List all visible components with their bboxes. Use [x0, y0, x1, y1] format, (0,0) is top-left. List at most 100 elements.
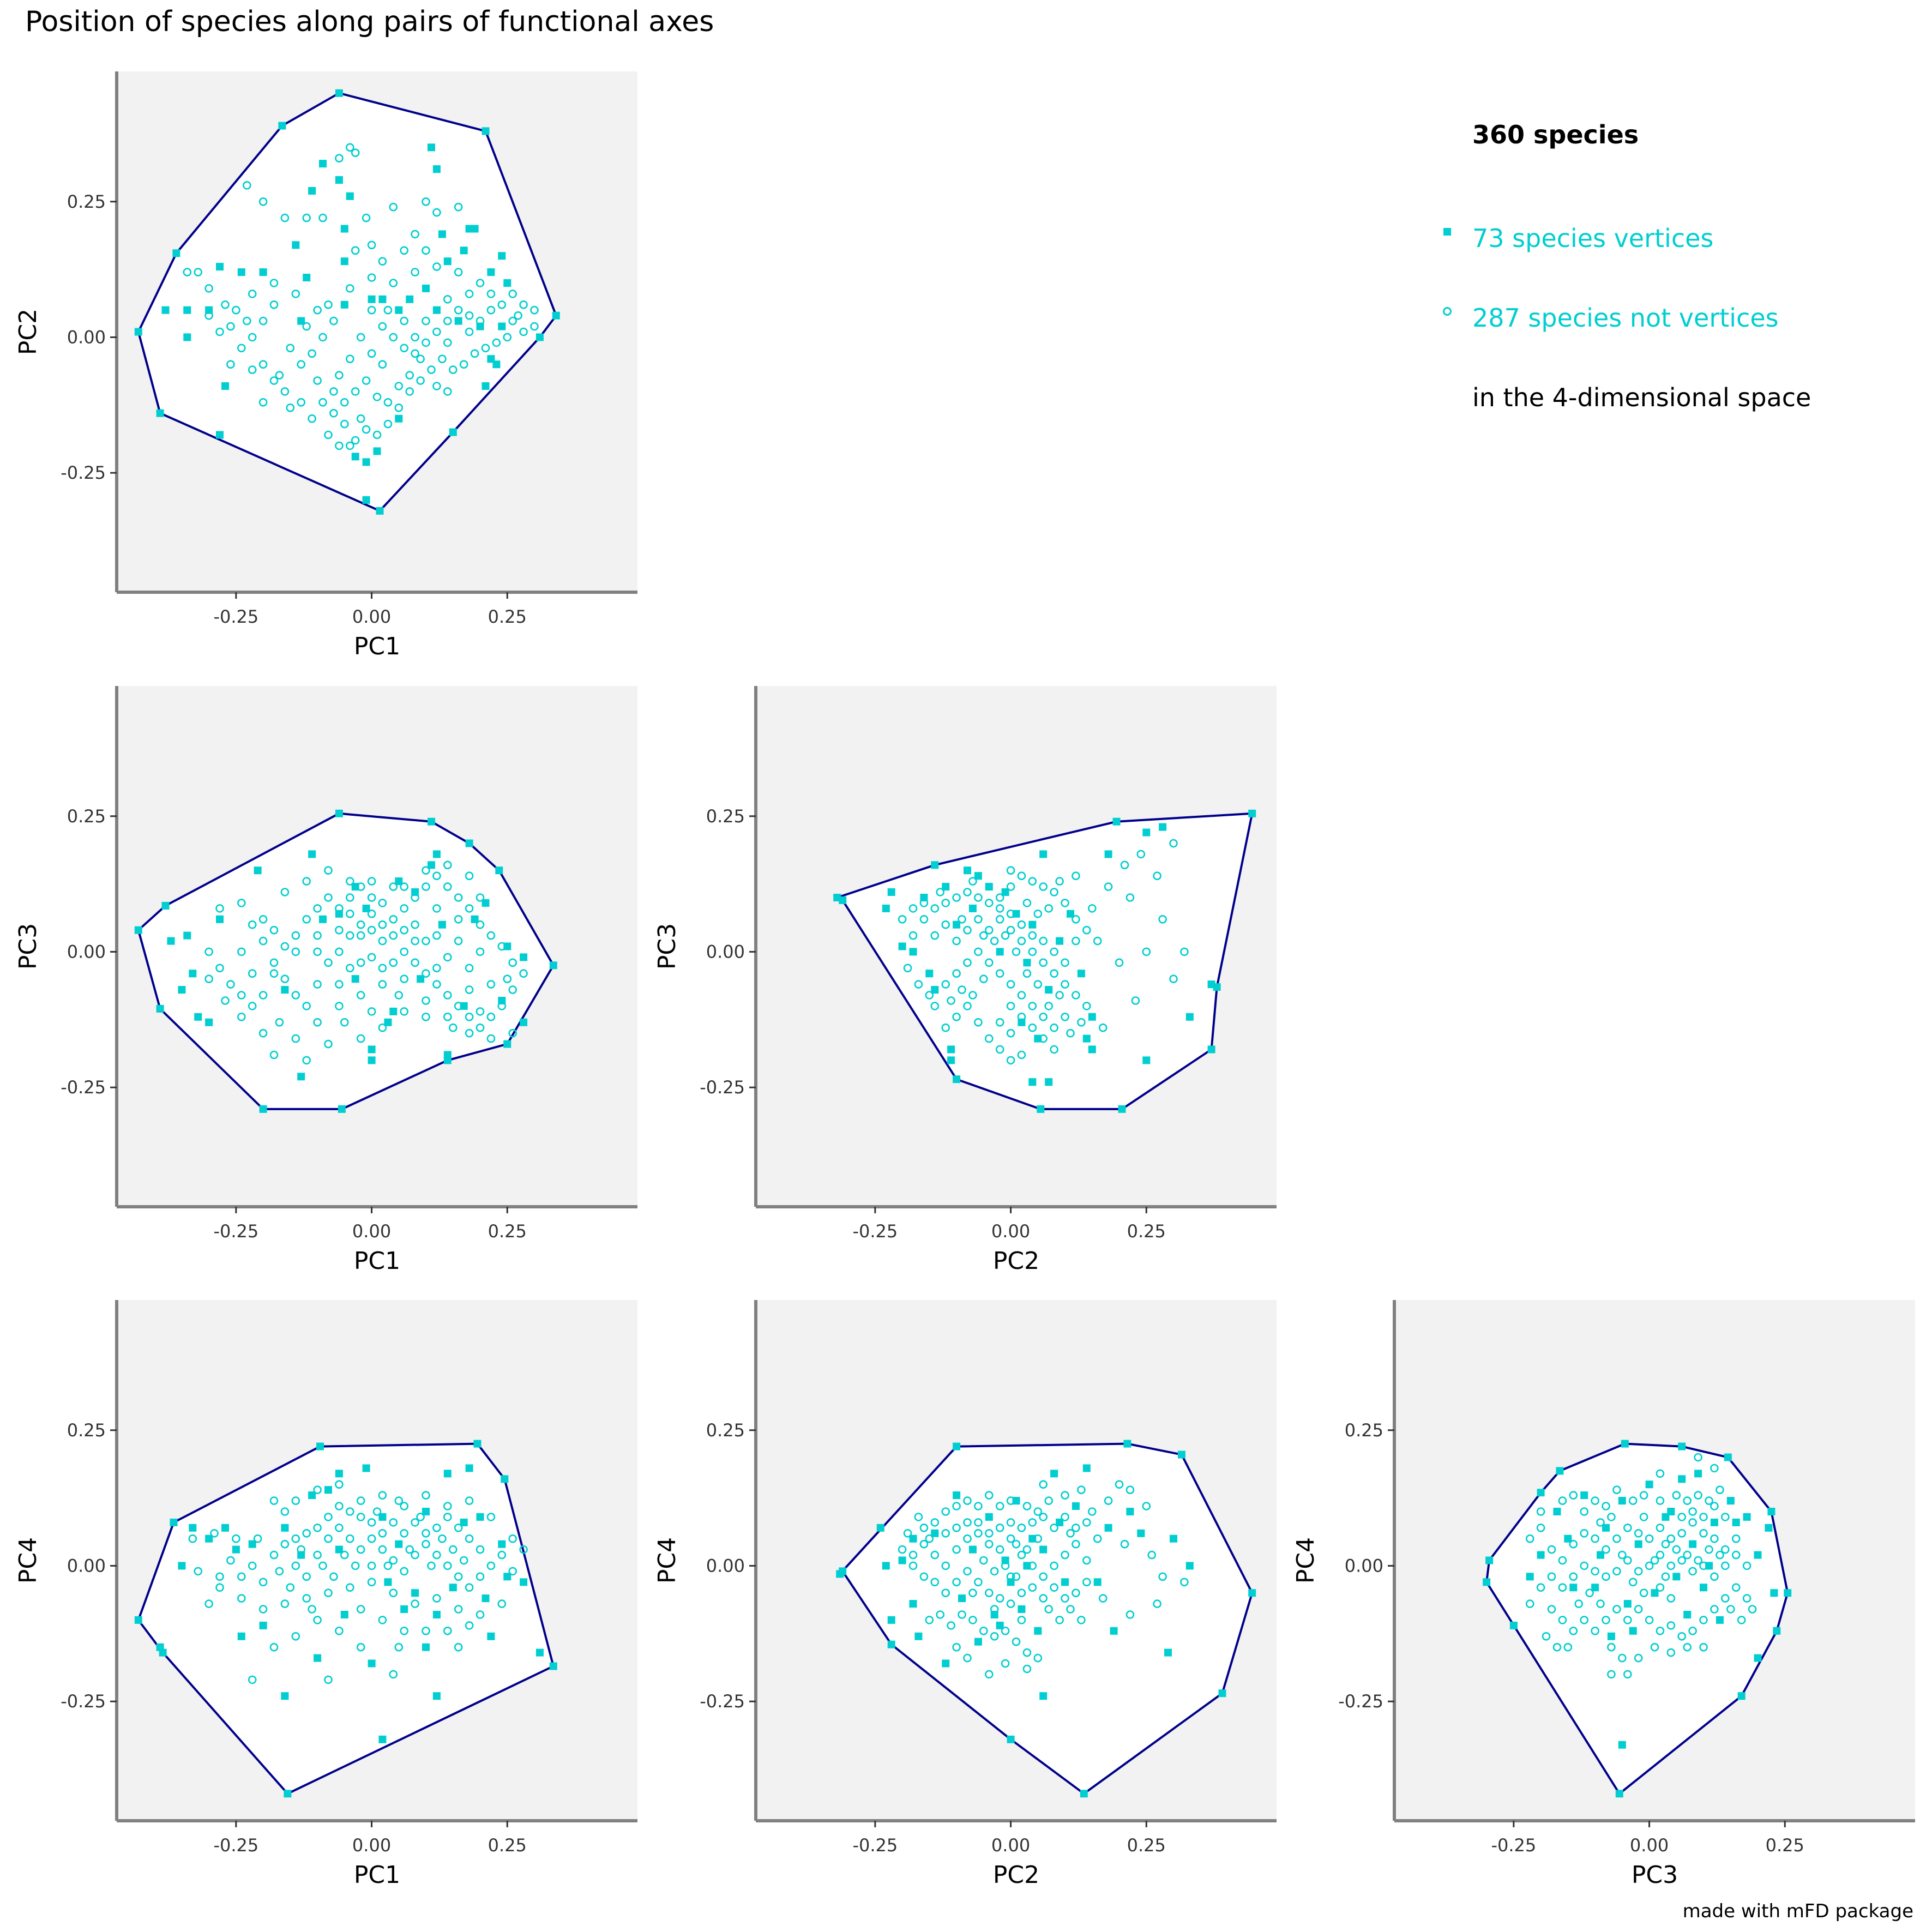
vertex-point: [303, 274, 311, 281]
non-vertex-point: [422, 1013, 430, 1021]
vertex-point: [1118, 1105, 1126, 1113]
vertex-point: [1023, 959, 1031, 967]
non-vertex-point: [367, 925, 376, 935]
non-vertex-point: [1536, 1507, 1545, 1516]
non-vertex-point: [378, 257, 387, 266]
vertex-point: [460, 1518, 468, 1526]
non-vertex-point: [291, 1561, 300, 1570]
non-vertex-point: [378, 980, 387, 989]
non-vertex-point: [1126, 1610, 1135, 1619]
non-vertex-point: [389, 882, 398, 891]
non-vertex-point: [1022, 1502, 1032, 1510]
vertex-point: [1651, 1589, 1659, 1597]
non-vertex-point: [356, 958, 365, 967]
non-vertex-point: [302, 1002, 311, 1010]
vertex-point: [1072, 1502, 1080, 1510]
vertex-point: [1737, 1692, 1746, 1700]
vertex-point: [443, 1470, 452, 1478]
non-vertex-point: [968, 991, 977, 1000]
non-vertex-point: [335, 1524, 344, 1532]
non-vertex-point: [318, 213, 327, 222]
non-vertex-point: [990, 1632, 999, 1641]
non-vertex-point: [1066, 1529, 1075, 1538]
non-vertex-point: [313, 305, 322, 315]
vertex-point: [1678, 1442, 1686, 1450]
non-vertex-point: [443, 1502, 452, 1510]
non-vertex-point: [1742, 1561, 1752, 1570]
vertex-point: [958, 1594, 966, 1603]
non-vertex-point: [313, 1550, 322, 1560]
vertex-point: [194, 1013, 202, 1021]
x-tick-label: 0.25: [1127, 1835, 1166, 1856]
non-vertex-point: [1699, 1513, 1708, 1521]
vertex-point: [1591, 1584, 1599, 1592]
vertex-point: [438, 920, 446, 929]
non-vertex-point: [291, 991, 300, 1000]
vertex-point: [1039, 850, 1048, 858]
non-vertex-point: [405, 1545, 414, 1554]
non-vertex-point: [941, 1561, 950, 1570]
non-vertex-point: [1066, 1605, 1075, 1614]
non-vertex-point: [995, 1594, 1004, 1603]
non-vertex-point: [1077, 1616, 1086, 1624]
legend-vertex-marker: [1443, 228, 1451, 236]
vertex-point: [1207, 1045, 1215, 1054]
vertex-point: [1645, 1480, 1653, 1489]
non-vertex-point: [183, 268, 192, 276]
vertex-point: [1773, 1627, 1781, 1635]
non-vertex-point: [269, 1496, 279, 1505]
vertex-point: [996, 1621, 1004, 1629]
non-vertex-point: [990, 1567, 999, 1576]
non-vertex-point: [947, 1621, 955, 1630]
non-vertex-point: [465, 985, 474, 994]
non-vertex-point: [985, 1529, 994, 1538]
non-vertex-point: [454, 305, 463, 315]
non-vertex-point: [1055, 877, 1064, 886]
vertex-point: [1067, 910, 1074, 918]
non-vertex-point: [497, 300, 507, 309]
non-vertex-point: [258, 936, 268, 946]
non-vertex-point: [297, 398, 306, 407]
non-vertex-point: [291, 290, 300, 298]
vertex-point: [432, 165, 441, 173]
non-vertex-point: [280, 1507, 290, 1516]
non-vertex-point: [411, 349, 419, 358]
non-vertex-point: [329, 387, 338, 396]
vertex-point: [161, 901, 170, 910]
vertex-point: [909, 948, 917, 956]
non-vertex-point: [291, 931, 300, 940]
vertex-point: [925, 970, 934, 978]
non-vertex-point: [422, 936, 430, 946]
y-tick-label: 0.00: [706, 1555, 745, 1576]
non-vertex-point: [1547, 1572, 1556, 1581]
non-vertex-point: [291, 947, 300, 956]
vertex-point: [281, 1524, 289, 1532]
non-vertex-point: [454, 893, 463, 902]
non-vertex-point: [1748, 1605, 1757, 1614]
non-vertex-point: [378, 360, 387, 369]
non-vertex-point: [1017, 1616, 1026, 1624]
non-vertex-point: [237, 1572, 246, 1581]
non-vertex-point: [1710, 1502, 1719, 1510]
vertex-point: [351, 883, 359, 891]
vertex-point: [1754, 1654, 1762, 1662]
non-vertex-point: [1061, 899, 1069, 907]
non-vertex-point: [1731, 1534, 1741, 1543]
non-vertex-point: [1677, 1513, 1686, 1521]
vertex-point: [373, 447, 381, 455]
vertex-point: [1672, 1573, 1681, 1581]
non-vertex-point: [411, 268, 419, 276]
non-vertex-point: [1580, 1561, 1588, 1570]
non-vertex-point: [324, 866, 333, 875]
vertex-point: [316, 1442, 324, 1450]
vertex-point: [237, 268, 245, 276]
non-vertex-point: [486, 1034, 496, 1043]
non-vertex-point: [400, 1627, 409, 1635]
non-vertex-point: [258, 1605, 268, 1614]
vertex-point: [974, 872, 982, 880]
vertex-point: [1104, 1524, 1112, 1532]
non-vertex-point: [530, 305, 539, 315]
non-vertex-point: [1147, 1550, 1156, 1560]
vertex-point: [1112, 817, 1121, 826]
non-vertex-point: [476, 1572, 485, 1581]
